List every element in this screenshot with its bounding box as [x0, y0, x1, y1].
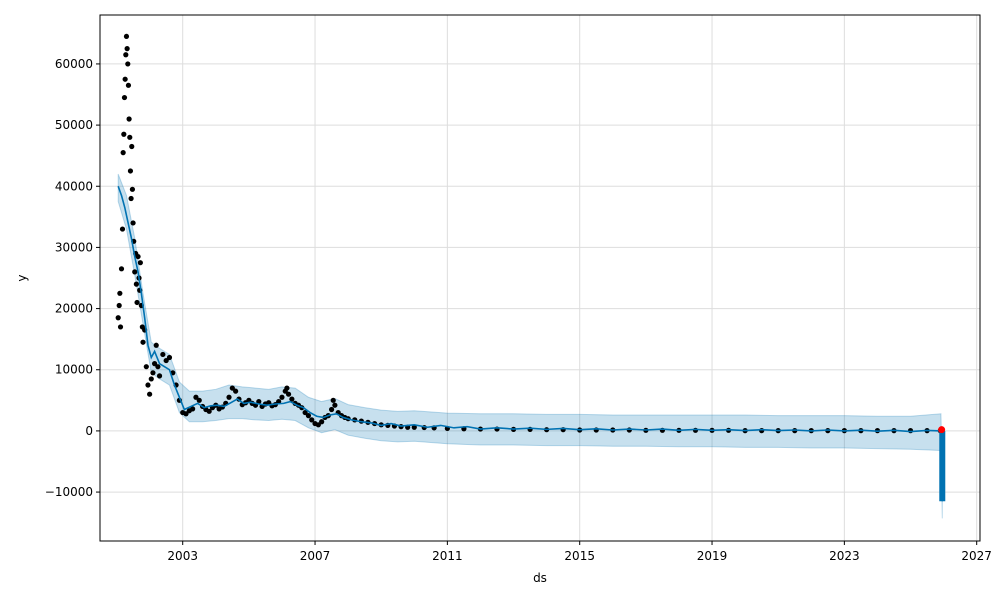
observed-point [190, 406, 196, 412]
observed-point [123, 33, 130, 40]
y-tick-label: 30000 [55, 240, 93, 254]
y-tick-label: 50000 [55, 118, 93, 132]
observed-point [289, 396, 295, 402]
observed-point [124, 46, 130, 52]
observed-point [140, 339, 146, 345]
forecast-line-layer [117, 185, 946, 502]
observed-point [153, 342, 159, 348]
observed-point [206, 408, 212, 414]
observed-point [116, 302, 122, 309]
highlight-point [938, 426, 946, 434]
x-axis-label: ds [533, 571, 547, 585]
observed-point [160, 351, 166, 358]
observed-point [120, 150, 126, 156]
observed-point [119, 226, 126, 232]
observed-point [130, 220, 136, 226]
observed-point [129, 143, 135, 150]
observed-point [121, 131, 127, 137]
observed-point [284, 385, 290, 391]
observed-point [276, 398, 282, 405]
x-tick-label: 2003 [167, 549, 198, 563]
observed-point [134, 299, 140, 306]
observed-point [315, 422, 321, 428]
observed-point [135, 253, 141, 260]
observed-point [147, 391, 153, 397]
observed-point [305, 413, 312, 419]
y-tick-label: 40000 [55, 179, 93, 193]
observed-point [132, 269, 138, 275]
observed-point [145, 382, 151, 388]
observed-point [151, 361, 158, 367]
observed-point [121, 94, 128, 101]
uncertainty-band-layer [117, 173, 943, 519]
observed-point [411, 424, 417, 430]
y-tick-label: 20000 [55, 302, 93, 316]
observed-point [309, 417, 315, 423]
observed-point [127, 134, 133, 140]
observed-point [126, 116, 132, 122]
observed-point [143, 364, 149, 370]
observed-point [328, 406, 335, 413]
observed-point [128, 195, 134, 202]
observed-point [148, 376, 154, 382]
observed-point [155, 364, 161, 370]
uncertainty-band [117, 173, 943, 519]
highlight-layer [938, 426, 946, 434]
observed-point [133, 281, 139, 287]
x-tick-label: 2015 [564, 549, 595, 563]
observed-point [122, 76, 128, 82]
observed-point [279, 394, 285, 400]
observed-point [156, 373, 163, 379]
x-tick-label: 2027 [961, 549, 992, 563]
observed-point [226, 394, 232, 400]
x-tick-label: 2023 [829, 549, 860, 563]
observed-point [626, 427, 632, 433]
observed-point [196, 397, 202, 403]
observed-point [117, 290, 123, 296]
observed-point [319, 419, 325, 425]
observed-point [163, 357, 169, 364]
observed-point [118, 266, 125, 272]
observed-point [692, 427, 699, 433]
observed-point [123, 52, 129, 58]
observed-point [150, 370, 156, 376]
x-tick-label: 2007 [300, 549, 331, 563]
observed-point [285, 391, 292, 397]
observed-point [166, 354, 173, 361]
observed-point [256, 398, 262, 405]
y-tick-label: 0 [85, 424, 93, 438]
observed-point [129, 186, 136, 192]
observed-point [332, 402, 338, 408]
observed-point [125, 61, 131, 67]
forecast-line [117, 185, 944, 502]
observed-point [229, 385, 235, 391]
observed-point [233, 388, 239, 394]
y-axis-label: y [15, 274, 29, 281]
x-tick-label: 2019 [697, 549, 728, 563]
y-axis-ticks: −10000 0 10000 20000 30000 40000 50000 60000 [45, 57, 100, 499]
observed-point [330, 397, 336, 403]
y-tick-label: 60000 [55, 57, 93, 71]
x-tick-label: 2011 [432, 549, 463, 563]
y-tick-label: 10000 [55, 363, 93, 377]
observed-point [125, 82, 132, 88]
observed-point [193, 394, 199, 400]
x-axis-ticks: 2003 2007 2011 2015 2019 2023 2027 [167, 541, 992, 563]
observed-point [117, 324, 124, 330]
observed-point [183, 411, 189, 417]
observed-point [759, 428, 765, 434]
observed-point [302, 409, 308, 416]
grid-lines [100, 15, 980, 541]
observed-point [137, 260, 143, 266]
plot-area-frame [99, 14, 981, 542]
observed-point [127, 168, 134, 174]
y-tick-label: −10000 [45, 485, 93, 499]
observed-point [115, 315, 121, 321]
